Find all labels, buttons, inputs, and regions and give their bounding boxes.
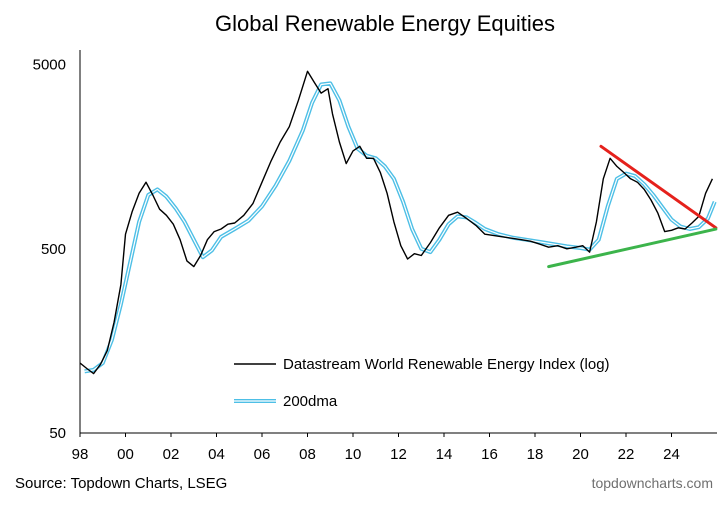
x-tick-label: 14 [436, 446, 453, 463]
x-tick-label: 12 [390, 446, 407, 463]
x-tick-label: 20 [572, 446, 589, 463]
x-tick-label: 18 [527, 446, 544, 463]
x-tick-label: 16 [481, 446, 498, 463]
x-tick-label: 22 [618, 446, 635, 463]
x-tick-label: 04 [208, 446, 225, 463]
downtrend-line [599, 144, 718, 230]
x-tick-label: 10 [345, 446, 362, 463]
legend-label-200dma: 200dma [283, 393, 338, 410]
series-line-200dma-outer [84, 81, 717, 374]
series-line-index [79, 70, 714, 375]
x-tick-label: 98 [72, 446, 89, 463]
legend-label-index: Datastream World Renewable Energy Index … [283, 356, 610, 373]
source-note: Source: Topdown Charts, LSEG [15, 475, 227, 492]
y-tick-label: 500 [41, 241, 66, 258]
x-tick-label: 24 [663, 446, 680, 463]
series-line-200dma-inner [84, 82, 716, 372]
axes: 50 500 5000 98 00 02 04 06 08 10 12 14 16 18 20 22 24 [33, 50, 717, 463]
y-tick-label: 50 [49, 425, 66, 442]
x-tick-label: 00 [117, 446, 134, 463]
x-tick-label: 06 [254, 446, 271, 463]
brand-label: topdowncharts.com [592, 475, 713, 491]
uptrend-line [547, 227, 718, 269]
plot-area [79, 70, 718, 375]
legend: Datastream World Renewable Energy Index … [234, 356, 610, 410]
chart-title: Global Renewable Energy Equities [215, 11, 555, 36]
x-tick-label: 08 [299, 446, 316, 463]
x-tick-label: 02 [163, 446, 180, 463]
y-tick-label: 5000 [33, 57, 66, 74]
